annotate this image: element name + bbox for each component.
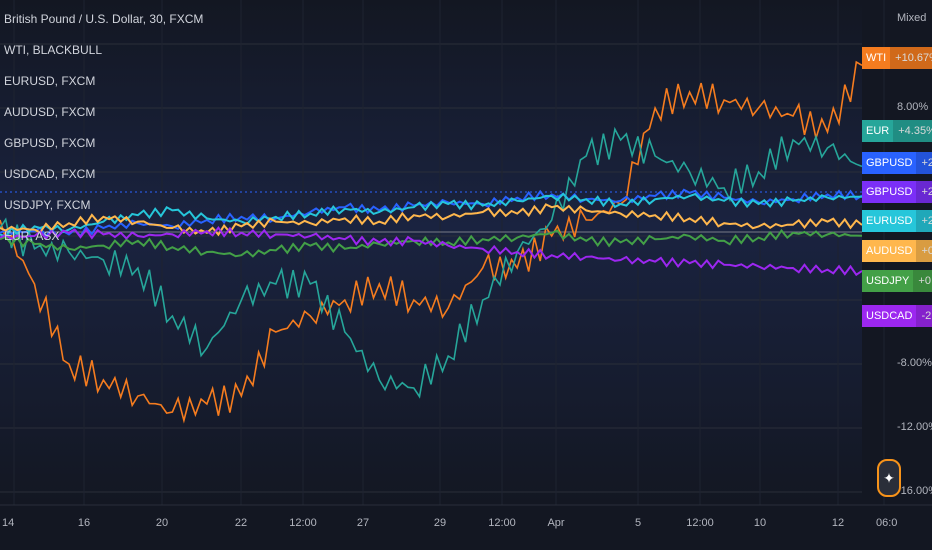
x-tick-label: 14 [2, 517, 15, 529]
price-badge-gbpusd[interactable]: GBPUSD+2.53% [862, 181, 932, 203]
badge-value: +4.35% [893, 120, 932, 142]
badge-value: +0.02% [913, 270, 932, 292]
badge-symbol: EURUSD [862, 210, 917, 232]
series-line-eurusd[interactable] [0, 192, 863, 238]
badge-symbol: WTI [862, 47, 891, 69]
series-line-usdjpy[interactable] [0, 228, 863, 258]
x-tick-label: 29 [433, 517, 447, 529]
x-tick-label: 10 [753, 517, 767, 529]
y-tick-label: -12.00% [897, 421, 932, 433]
y-tick-label: 8.00% [897, 101, 929, 113]
price-badge-usdcad[interactable]: USDCAD-2.18% [862, 305, 932, 327]
legend-item-gbpusd[interactable]: GBPUSD, FXCM [4, 136, 96, 150]
series-line-eur[interactable] [0, 126, 863, 399]
y-tick-label: -8.00% [897, 357, 932, 369]
series-line-audusd[interactable] [0, 203, 863, 237]
badge-symbol: USDCAD [862, 305, 917, 327]
legend-item-audusd[interactable]: AUDUSD, FXCM [4, 105, 96, 119]
price-badge-usdjpy[interactable]: USDJPY+0.02% [862, 270, 932, 292]
legend-title[interactable]: British Pound / U.S. Dollar, 30, FXCM [4, 12, 204, 26]
badge-value: +0.69% [916, 240, 932, 262]
x-tick-label: 16 [77, 517, 91, 529]
x-tick-label: 20 [155, 517, 169, 529]
legend-item-eurusd[interactable]: EURUSD, FXCM [4, 74, 96, 88]
x-tick-label: 27 [356, 517, 370, 529]
price-badge-gbpusd[interactable]: GBPUSD+2.53% [862, 152, 932, 174]
uk-flag-icon[interactable]: ✦ [877, 459, 901, 497]
x-tick-label: 12:00 [289, 517, 317, 529]
badge-value: -2.18% [916, 305, 932, 327]
series-line-wti[interactable] [0, 60, 863, 424]
x-tick-label: Apr [547, 517, 565, 529]
series-line-usdcad[interactable] [0, 225, 863, 277]
badge-value: +2.45% [916, 210, 932, 232]
badge-symbol: GBPUSD [862, 152, 917, 174]
badge-value: +2.53% [916, 152, 932, 174]
legend-item-usdjpy[interactable]: USDJPY, FXCM [4, 198, 91, 212]
chart-legend: British Pound / U.S. Dollar, 30, FXCM WT… [4, 4, 203, 252]
x-tick-label: 06:0 [876, 517, 898, 529]
x-tick-label: 5 [634, 517, 642, 529]
x-tick-label: 12:00 [488, 517, 516, 529]
scale-mode-label[interactable]: Mixed [897, 12, 927, 24]
legend-item-wti[interactable]: WTI, BLACKBULL [4, 43, 103, 57]
price-badge-eur[interactable]: EUR+4.35% [862, 120, 932, 142]
legend-item-eur[interactable]: EUR, ASX [4, 229, 60, 243]
badge-value: +2.53% [916, 181, 932, 203]
badge-symbol: USDJPY [862, 270, 914, 292]
badge-symbol: GBPUSD [862, 181, 917, 203]
badge-value: +10.67% [890, 47, 932, 69]
price-badge-eurusd[interactable]: EURUSD+2.45% [862, 210, 932, 232]
price-badge-audusd[interactable]: AUDUSD+0.69% [862, 240, 932, 262]
x-tick-label: 22 [234, 517, 248, 529]
x-tick-label: 12:00 [686, 517, 714, 529]
legend-item-usdcad[interactable]: USDCAD, FXCM [4, 167, 96, 181]
badge-symbol: AUDUSD [862, 240, 917, 262]
price-badge-wti[interactable]: WTI+10.67% [862, 47, 932, 69]
badge-symbol: EUR [862, 120, 894, 142]
y-tick-label: -16.00% [897, 485, 932, 497]
x-tick-label: 12 [831, 517, 845, 529]
chart-background [0, 0, 862, 505]
